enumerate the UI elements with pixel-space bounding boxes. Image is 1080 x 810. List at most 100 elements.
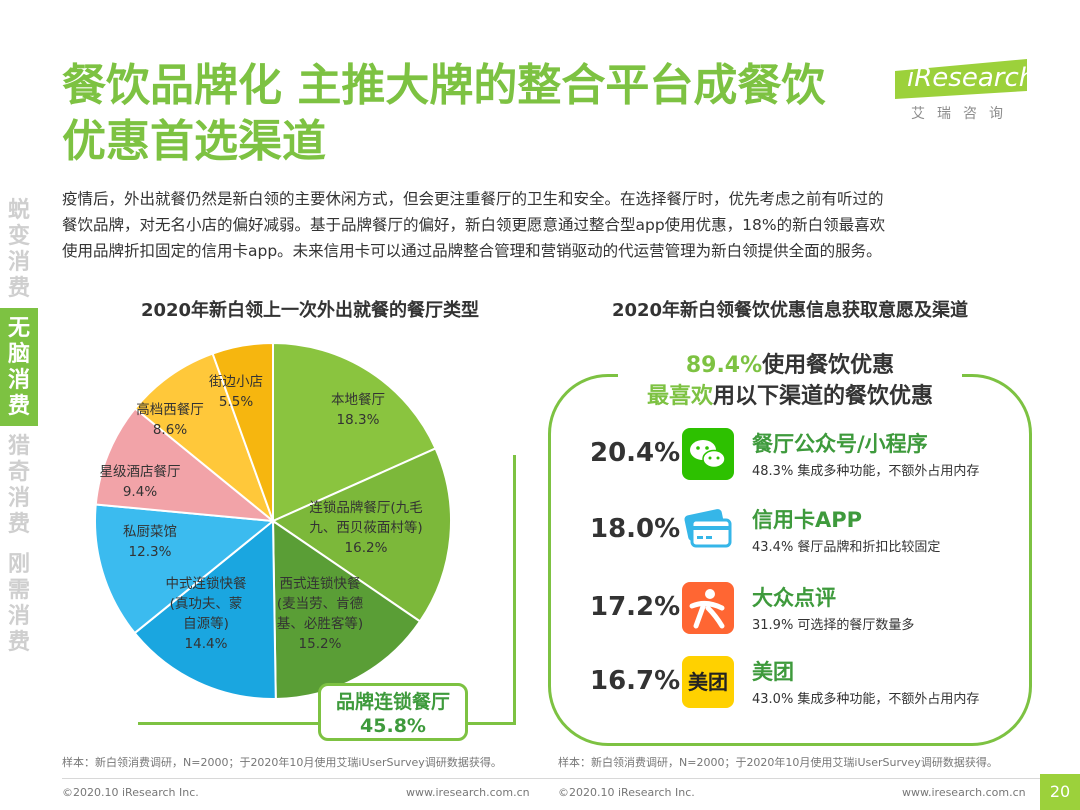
sidebar-char: 变 bbox=[7, 224, 30, 249]
pie-svg: 本地餐厅 18.3% 连锁品牌餐厅(九毛九、西贝莜面村等) 16.2% 西式连锁快餐 (麦… bbox=[94, 341, 452, 700]
sidebar-char: 费 bbox=[7, 630, 30, 655]
sidebar-char: 蜕 bbox=[7, 198, 30, 223]
channel-pct: 20.4% bbox=[590, 438, 681, 468]
channel-desc: 48.3% 集成多种功能，不额外占用内存 bbox=[752, 464, 980, 479]
sidebar-char: 猎 bbox=[7, 434, 30, 459]
sample-note-left: 样本：新白领消费调研，N=2000；于2020年10月使用艾瑞iUserSurv… bbox=[62, 756, 502, 769]
panel-subheadline: 最喜欢用以下渠道的餐饮优惠 bbox=[548, 378, 1032, 410]
headline-text: 使用餐饮优惠 bbox=[762, 353, 895, 378]
intro-line-2: 餐饮品牌，对无名小店的偏好减弱。基于品牌餐厅的偏好，新白领更愿意通过整合型app… bbox=[62, 216, 886, 234]
sidebar-char: 奇 bbox=[7, 460, 30, 485]
sidebar-item-0[interactable]: 蜕变消费 bbox=[0, 190, 38, 308]
slice-label-3: (真功夫、蒙 bbox=[170, 596, 243, 612]
sidebar-char: 消 bbox=[7, 486, 30, 511]
slice-label-2: (麦当劳、肯德 bbox=[277, 596, 363, 612]
channel-pct: 18.0% bbox=[590, 514, 681, 544]
sample-note-right: 样本：新白领消费调研，N=2000；于2020年10月使用艾瑞iUserSurv… bbox=[558, 756, 998, 769]
panel-header-mask bbox=[618, 343, 962, 413]
credit-card-icon bbox=[682, 504, 734, 556]
pie-slice-0 bbox=[272, 341, 437, 523]
slice-value-4: 12.3% bbox=[129, 544, 172, 560]
slice-value-7: 5.5% bbox=[219, 394, 253, 410]
slice-label-5: 星级酒店餐厅 bbox=[100, 464, 181, 480]
pie-chart: 本地餐厅 18.3% 连锁品牌餐厅(九毛 九、西贝莜面村等) 16.2% 西式连锁快餐 (麦… bbox=[88, 336, 458, 706]
sidebar-char: 无 bbox=[7, 316, 30, 341]
url-left[interactable]: www.iresearch.com.cn bbox=[406, 786, 530, 799]
slice-value-1: 16.2% bbox=[345, 540, 388, 556]
headline-pct: 89.4% bbox=[685, 353, 763, 378]
url-right[interactable]: www.iresearch.com.cn bbox=[902, 786, 1026, 799]
sidebar-char: 需 bbox=[7, 578, 30, 603]
sidebar-char: 脑 bbox=[7, 342, 30, 367]
callout-value: 45.8% bbox=[360, 715, 426, 737]
sidebar-item-1[interactable]: 无脑消费 bbox=[0, 308, 38, 426]
sidebar: 蜕变消费无脑消费猎奇消费刚需消费 bbox=[0, 190, 38, 662]
dianping-icon bbox=[682, 582, 734, 634]
sidebar-item-3[interactable]: 刚需消费 bbox=[0, 544, 38, 662]
subhead-text: 用以下渠道的餐饮优惠 bbox=[713, 384, 934, 409]
channel-desc: 43.4% 餐厅品牌和折扣比较固定 bbox=[752, 540, 941, 555]
channel-pct: 17.2% bbox=[590, 592, 681, 622]
sidebar-char: 费 bbox=[7, 394, 30, 419]
sidebar-char: 消 bbox=[7, 368, 30, 393]
channel-desc: 31.9% 可选择的餐厅数量多 bbox=[752, 618, 915, 633]
wechat-icon bbox=[682, 428, 734, 480]
channel-desc: 43.0% 集成多种功能，不额外占用内存 bbox=[752, 692, 980, 707]
brand-chain-callout: 品牌连锁餐厅 45.8% bbox=[318, 683, 468, 741]
slice-label-0: 本地餐厅 bbox=[331, 392, 385, 408]
sidebar-char: 费 bbox=[7, 512, 30, 537]
channel-name: 大众点评 bbox=[752, 586, 836, 610]
slice-label-1: 九、西贝莜面村等) bbox=[309, 519, 422, 536]
slice-value-3: 14.4% bbox=[185, 636, 228, 652]
sidebar-item-2[interactable]: 猎奇消费 bbox=[0, 426, 38, 544]
callout-label: 品牌连锁餐厅 bbox=[335, 691, 450, 713]
slice-label-3: 自源等) bbox=[183, 615, 229, 632]
slice-label-1: 连锁品牌餐厅(九毛 bbox=[309, 499, 422, 516]
subhead-green: 最喜欢 bbox=[646, 384, 713, 409]
copyright-left: ©2020.10 iResearch Inc. bbox=[62, 786, 199, 799]
slice-label-3: 中式连锁快餐 bbox=[166, 576, 247, 592]
channel-name: 信用卡APP bbox=[752, 508, 863, 532]
pie-chart-title: 2020年新白领上一次外出就餐的餐厅类型 bbox=[140, 300, 480, 321]
sidebar-char: 消 bbox=[7, 604, 30, 629]
sidebar-char: 刚 bbox=[7, 552, 30, 577]
footer-divider bbox=[62, 778, 1042, 779]
title-line-2: 优惠首选渠道 bbox=[62, 116, 326, 167]
iresearch-logo: iResearch 艾瑞咨询 bbox=[893, 57, 1036, 129]
logo-text: iResearch bbox=[907, 63, 1036, 93]
pie-slice-7 bbox=[211, 341, 274, 522]
channel-chart-title: 2020年新白领餐饮优惠信息获取意愿及渠道 bbox=[611, 300, 969, 321]
intro-paragraph: 疫情后，外出就餐仍然是新白领的主要休闲方式，但会更注重餐厅的卫生和安全。在选择餐… bbox=[62, 186, 1022, 264]
pie-slice-1 bbox=[270, 447, 452, 623]
intro-line-3: 使用品牌折扣固定的信用卡app。未来信用卡可以通过品牌整合管理和营销驱动的代运营… bbox=[62, 242, 882, 260]
channel-pct: 16.7% bbox=[590, 666, 681, 696]
meituan-icon-text: 美团 bbox=[688, 670, 728, 694]
title-line-1: 餐饮品牌化 主推大牌的整合平台成餐饮 bbox=[62, 60, 826, 111]
logo-subtext: 艾瑞咨询 bbox=[911, 106, 1015, 122]
slice-value-2: 15.2% bbox=[299, 636, 342, 652]
channel-name: 美团 bbox=[752, 660, 794, 684]
meituan-icon: 美团 bbox=[682, 656, 734, 708]
page-title: 餐饮品牌化 主推大牌的整合平台成餐饮 优惠首选渠道 bbox=[62, 58, 942, 170]
slice-label-6: 高档西餐厅 bbox=[136, 401, 204, 418]
sidebar-char: 消 bbox=[7, 250, 30, 275]
slice-label-4: 私厨菜馆 bbox=[123, 524, 177, 540]
slice-label-2: 基、必胜客等) bbox=[277, 615, 363, 632]
slice-label-2: 西式连锁快餐 bbox=[280, 576, 361, 592]
pie-slice-4 bbox=[94, 503, 276, 635]
pie-slice-2 bbox=[271, 519, 422, 700]
slice-label-7: 街边小店 bbox=[209, 374, 263, 390]
pie-slice-6 bbox=[133, 352, 276, 525]
slice-value-0: 18.3% bbox=[337, 412, 380, 428]
pie-slice-3 bbox=[133, 518, 277, 700]
sidebar-char: 费 bbox=[7, 276, 30, 301]
channel-row-2: 17.2% 大众点评 31.9% 可选择的餐厅数量多 bbox=[570, 582, 1030, 642]
pie-slice-5 bbox=[94, 407, 277, 523]
page-number: 20 bbox=[1040, 774, 1080, 810]
slice-value-6: 8.6% bbox=[153, 422, 187, 438]
channel-row-3: 16.7% 美团 美团 43.0% 集成多种功能，不额外占用内存 bbox=[570, 656, 1030, 716]
channel-row-0: 20.4% 餐厅公众号/小程序 48.3% 集成多种功能，不额外占用内存 bbox=[570, 428, 1030, 488]
copyright-right: ©2020.10 iResearch Inc. bbox=[558, 786, 695, 799]
channel-name: 餐厅公众号/小程序 bbox=[752, 432, 928, 456]
channel-row-1: 18.0% 信用卡APP 43.4% 餐厅品牌和折扣比较固定 bbox=[570, 504, 1030, 564]
